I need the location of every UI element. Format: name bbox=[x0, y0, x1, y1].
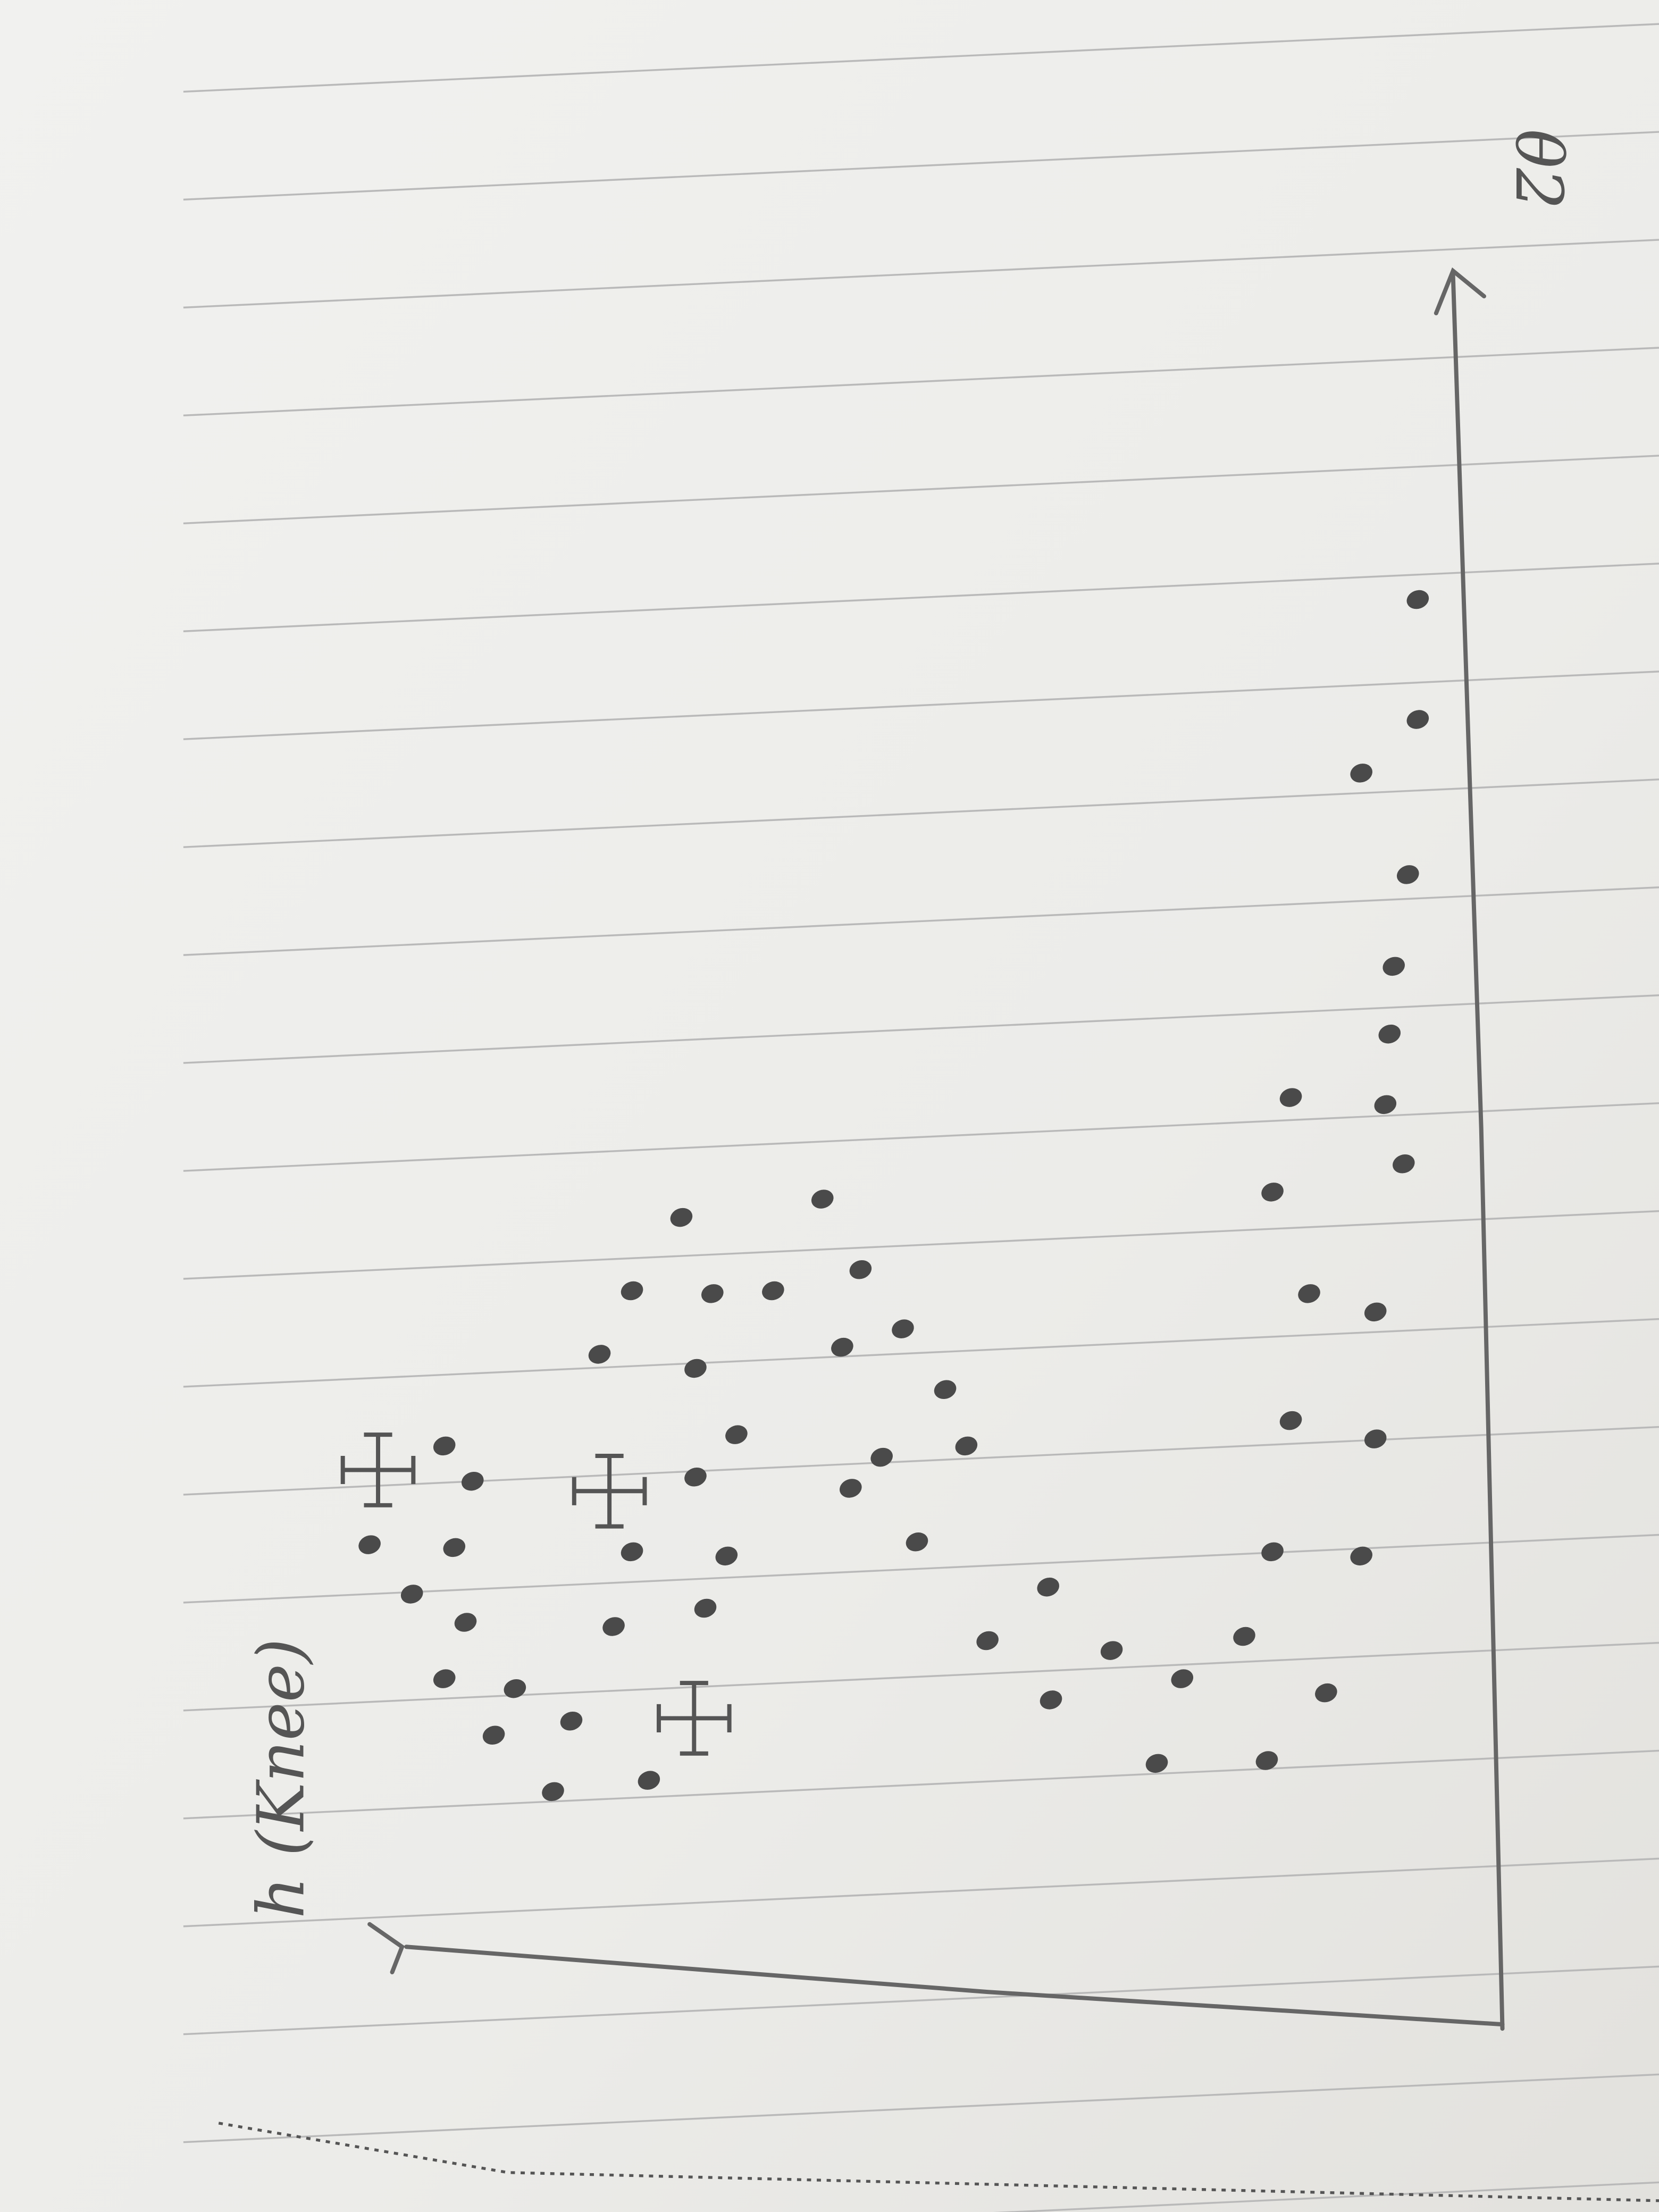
point bbox=[1406, 710, 1429, 729]
point bbox=[934, 1380, 957, 1400]
point bbox=[839, 1479, 862, 1498]
point bbox=[955, 1436, 978, 1456]
ruled-line bbox=[183, 671, 1659, 740]
point bbox=[358, 1535, 381, 1554]
point bbox=[725, 1425, 748, 1444]
point bbox=[1396, 865, 1419, 884]
point bbox=[1406, 590, 1429, 609]
ruled-line bbox=[183, 347, 1659, 417]
y-arrow bbox=[367, 1922, 405, 1974]
y-axis bbox=[404, 1945, 1505, 2027]
point bbox=[560, 1711, 583, 1731]
point bbox=[1378, 1024, 1401, 1044]
point bbox=[1040, 1690, 1062, 1710]
point bbox=[1279, 1411, 1302, 1430]
ruled-line bbox=[183, 455, 1659, 525]
point bbox=[1298, 1284, 1320, 1303]
cross bbox=[340, 1432, 416, 1507]
ruled-line bbox=[183, 1749, 1659, 1820]
point bbox=[1255, 1751, 1278, 1770]
point bbox=[621, 1281, 643, 1301]
x-arrow bbox=[1434, 267, 1486, 315]
point bbox=[1374, 1095, 1397, 1115]
y-axis-label: h (Knee) bbox=[243, 1638, 319, 1918]
point bbox=[684, 1359, 707, 1378]
point bbox=[1037, 1577, 1060, 1597]
point bbox=[621, 1542, 643, 1562]
axes bbox=[367, 267, 1505, 2031]
ruled-line bbox=[183, 1534, 1659, 1604]
cross bbox=[657, 1681, 732, 1756]
cross bbox=[572, 1453, 647, 1529]
point bbox=[701, 1284, 724, 1303]
point bbox=[906, 1532, 928, 1552]
point bbox=[1261, 1542, 1284, 1562]
point bbox=[892, 1319, 914, 1338]
point bbox=[849, 1260, 872, 1279]
point bbox=[1364, 1302, 1387, 1322]
ruled-line bbox=[183, 131, 1659, 201]
point bbox=[504, 1679, 526, 1698]
point bbox=[831, 1337, 853, 1357]
ruled-line bbox=[183, 1102, 1659, 1172]
sketch-points bbox=[358, 590, 1429, 1802]
point bbox=[1279, 1088, 1302, 1107]
ruled-line bbox=[183, 563, 1659, 632]
point bbox=[694, 1598, 717, 1618]
point bbox=[1382, 957, 1405, 976]
ruled-line bbox=[183, 1857, 1659, 1928]
ruled-line bbox=[183, 2073, 1659, 2143]
point bbox=[870, 1447, 893, 1467]
x-axis-label: θ2 bbox=[1501, 129, 1577, 210]
ruled-line bbox=[183, 1641, 1659, 1712]
point bbox=[1233, 1627, 1255, 1646]
point bbox=[482, 1725, 505, 1745]
point bbox=[1392, 1154, 1415, 1174]
point bbox=[1350, 1546, 1373, 1566]
point bbox=[1315, 1683, 1337, 1703]
point bbox=[811, 1189, 834, 1209]
sketch-crosses bbox=[218, 1432, 1659, 2202]
x-axis bbox=[1451, 273, 1505, 2031]
point bbox=[1364, 1429, 1387, 1448]
ruled-line bbox=[183, 1426, 1659, 1496]
point bbox=[542, 1782, 564, 1802]
ruled-line bbox=[183, 239, 1659, 309]
point bbox=[762, 1281, 784, 1301]
point bbox=[670, 1208, 693, 1227]
point bbox=[1145, 1754, 1168, 1773]
ruled-line bbox=[183, 994, 1659, 1064]
ruled-line bbox=[183, 1210, 1659, 1280]
point bbox=[454, 1613, 477, 1632]
point bbox=[1350, 764, 1373, 783]
point bbox=[461, 1471, 484, 1491]
ruled-line bbox=[183, 778, 1659, 848]
ruled-line bbox=[183, 23, 1659, 93]
point bbox=[433, 1669, 456, 1688]
point bbox=[588, 1345, 611, 1364]
ruled-line bbox=[183, 1318, 1659, 1388]
point bbox=[443, 1538, 466, 1557]
ruled-lines bbox=[183, 23, 1659, 2212]
ruled-line bbox=[183, 1965, 1659, 2035]
point bbox=[433, 1436, 456, 1456]
point bbox=[1171, 1669, 1194, 1688]
point bbox=[638, 1771, 660, 1790]
point bbox=[1261, 1183, 1284, 1202]
point bbox=[1100, 1641, 1123, 1660]
point bbox=[976, 1631, 999, 1650]
point bbox=[715, 1546, 738, 1566]
ruled-line bbox=[183, 886, 1659, 956]
point bbox=[684, 1467, 707, 1487]
point bbox=[400, 1585, 423, 1604]
point bbox=[602, 1617, 625, 1636]
